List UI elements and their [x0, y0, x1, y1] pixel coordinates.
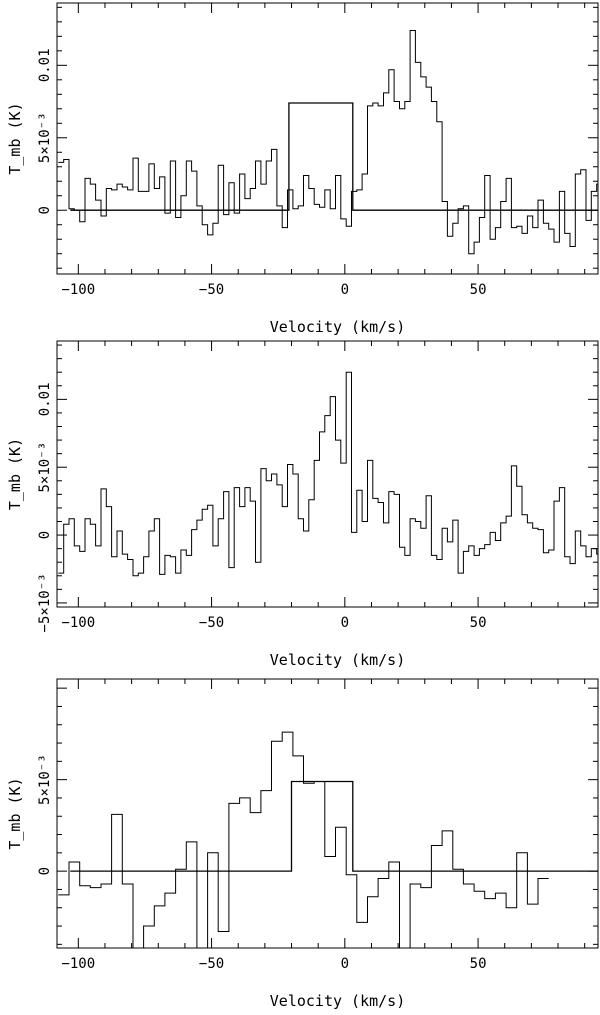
y-tick-label: 5×10⁻³ [37, 754, 53, 805]
y-tick-label: 0.01 [37, 382, 53, 416]
plot-frame [56, 340, 599, 608]
x-axis-label: Velocity (km/s) [270, 651, 405, 669]
spectrum-series [58, 30, 598, 255]
panel-1: −100 −50 0 50 0 5×10⁻³ 0.01 Velocity (km/s) T_mb… [6, 2, 599, 336]
spectrum-line [58, 30, 598, 255]
y-tick-label: 5×10⁻³ [37, 442, 53, 493]
x-axis-label: Velocity (km/s) [270, 318, 405, 336]
x-tick-label: 50 [470, 956, 487, 972]
x-tick-label: −100 [61, 282, 95, 298]
x-tick-label: 50 [470, 282, 487, 298]
y-tick-label: 0 [37, 867, 53, 875]
plot-frame [56, 2, 599, 275]
y-axis-label: T_mb (K) [6, 777, 24, 849]
plot-frame [56, 678, 599, 949]
y-tick-label: 0 [37, 531, 53, 539]
spectrum-line [58, 731, 549, 948]
y-tick-label: 5×10⁻³ [37, 112, 53, 163]
x-tick-label: 0 [341, 282, 349, 298]
spectrum-series [58, 731, 598, 948]
x-tick-label: 0 [341, 615, 349, 631]
spectrum-series [58, 371, 598, 577]
y-axis-label: T_mb (K) [6, 102, 24, 174]
model-fit-line [70, 780, 598, 872]
x-tick-label: −50 [199, 956, 224, 972]
model-fit-line [70, 102, 598, 211]
y-tick-label: −5×10⁻³ [37, 573, 53, 632]
y-axis-label: T_mb (K) [6, 438, 24, 510]
x-tick-label: 50 [470, 615, 487, 631]
panel-2: −100 −50 0 50 −5×10⁻³ 0 5×10⁻³ 0.01 Velocity (km… [6, 340, 599, 669]
x-tick-label: −50 [199, 615, 224, 631]
x-tick-label: −100 [61, 956, 95, 972]
y-tick-label: 0.01 [37, 48, 53, 82]
y-tick-label: 0 [37, 206, 53, 214]
x-tick-label: 0 [341, 956, 349, 972]
x-axis-label: Velocity (km/s) [270, 992, 405, 1010]
x-tick-label: −100 [61, 615, 95, 631]
panel-3: −100 −50 0 50 0 5×10⁻³ Velocity (km/s) T_mb (K) [6, 678, 599, 1010]
spectrum-line [58, 371, 598, 577]
x-tick-label: −50 [199, 282, 224, 298]
